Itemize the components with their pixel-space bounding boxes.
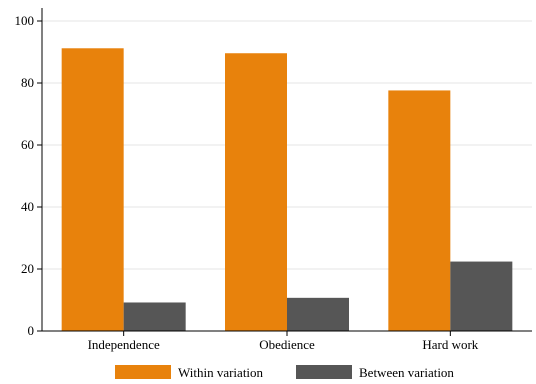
y-tick-label: 20 xyxy=(21,261,34,276)
y-tick-label: 40 xyxy=(21,199,34,214)
bar-between-variation xyxy=(123,302,186,331)
legend-swatch xyxy=(115,365,171,379)
y-tick-label: 60 xyxy=(21,137,34,152)
x-tick-label: Independence xyxy=(88,337,160,352)
bars xyxy=(61,48,513,332)
y-axis: 0 20 40 60 80 100 xyxy=(15,8,43,338)
x-axis: Independence Obedience Hard work xyxy=(42,330,532,352)
y-tick-label: 0 xyxy=(28,323,35,338)
bar-within-variation xyxy=(61,48,124,331)
bar-between-variation xyxy=(450,261,513,331)
bar-within-variation xyxy=(225,53,287,332)
legend-label: Within variation xyxy=(178,365,264,380)
bar-between-variation xyxy=(287,297,349,331)
y-tick-label: 100 xyxy=(15,13,35,28)
legend-label: Between variation xyxy=(359,365,454,380)
y-tick-label: 80 xyxy=(21,75,34,90)
legend-swatch xyxy=(296,365,352,379)
legend: Within variation Between variation xyxy=(115,365,454,380)
x-tick-label: Obedience xyxy=(259,337,315,352)
x-tick-label: Hard work xyxy=(422,337,478,352)
bar-within-variation xyxy=(388,90,451,331)
